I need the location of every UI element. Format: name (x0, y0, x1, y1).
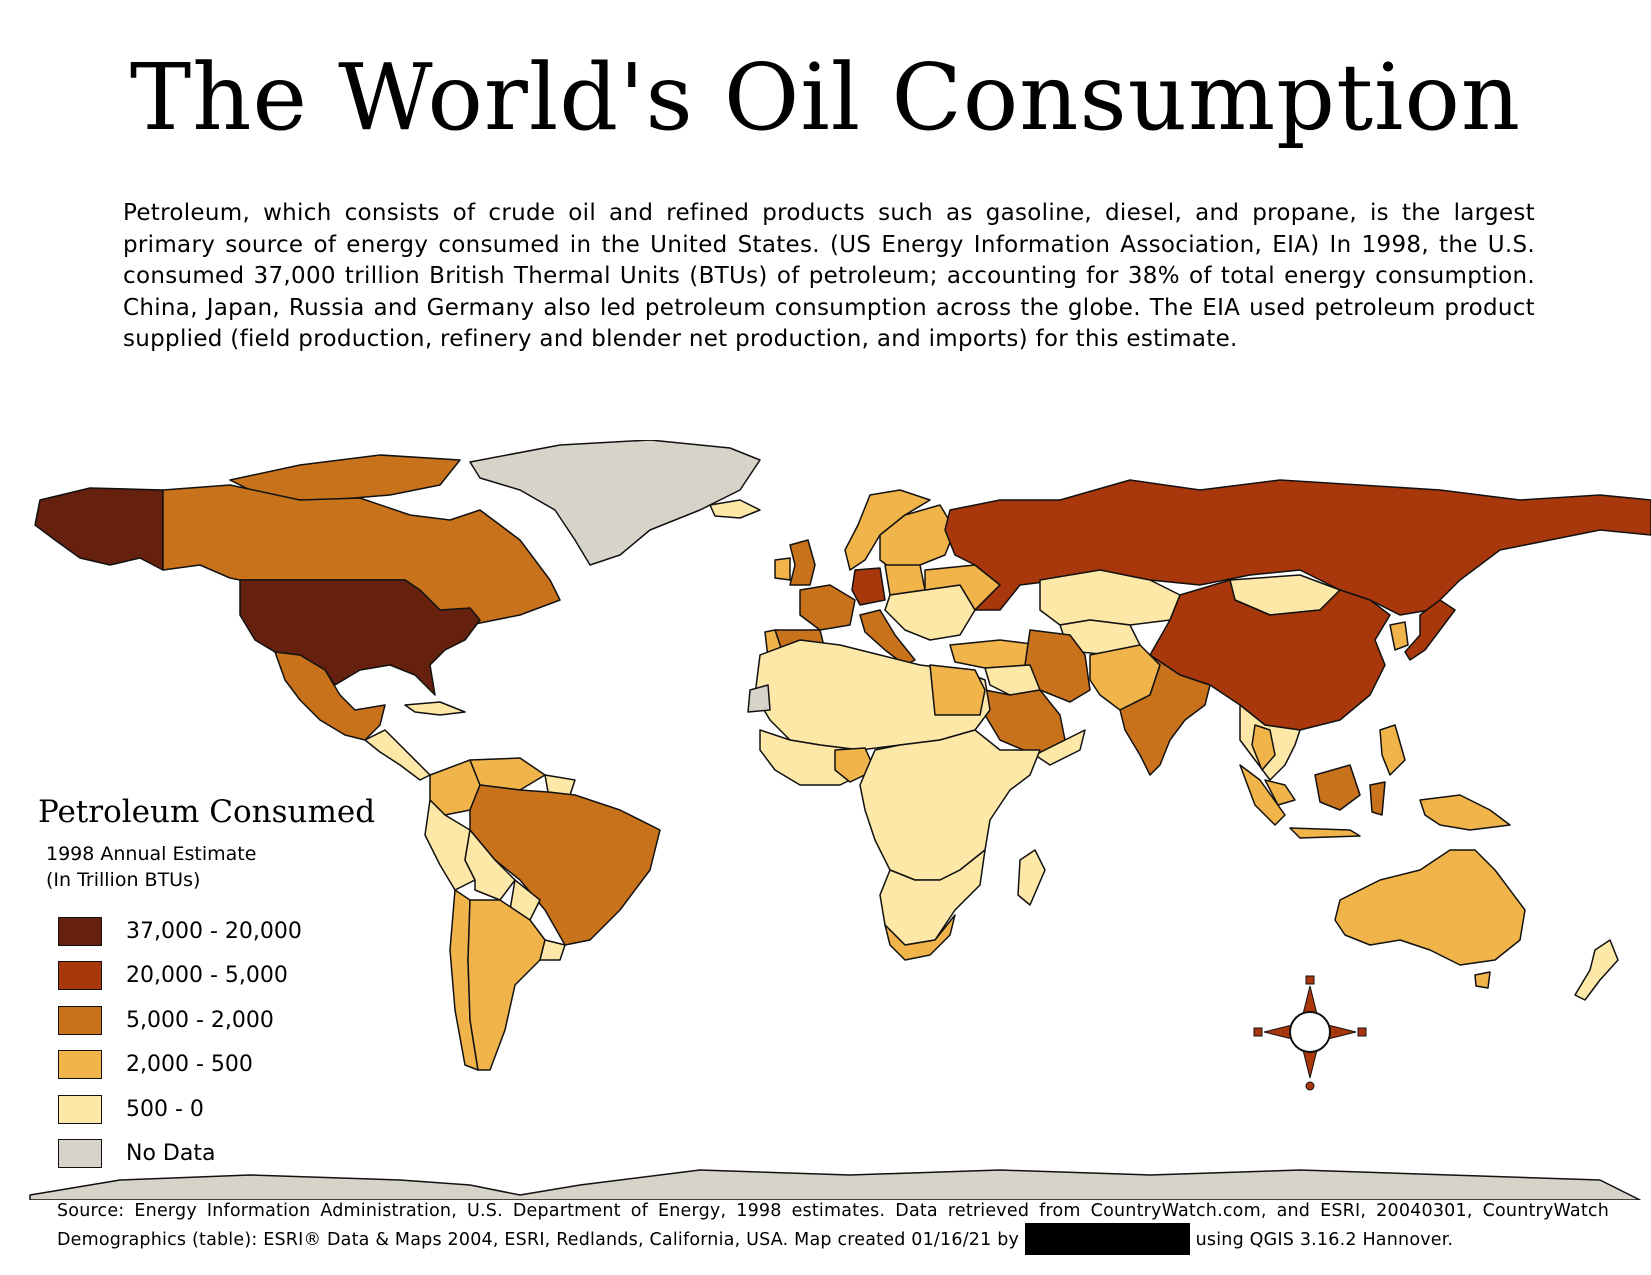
malaysia (1264, 779, 1296, 806)
india (1119, 654, 1211, 776)
sumatra (1239, 764, 1286, 826)
legend-item: 2,000 - 500 (58, 1043, 398, 1088)
legend-swatch (58, 1005, 102, 1035)
source-text: Source: Energy Information Administratio… (57, 1201, 1609, 1250)
legend-swatch (58, 1139, 102, 1169)
legend-label: No Data (126, 1141, 216, 1167)
redacted-author (1024, 1222, 1190, 1255)
source-credit: Source: Energy Information Administratio… (57, 1201, 1609, 1255)
yemen-oman (1034, 729, 1086, 766)
legend-item: No Data (58, 1132, 398, 1177)
egypt (929, 664, 986, 716)
legend-swatch (58, 1094, 102, 1124)
norway (844, 489, 931, 571)
tasmania (1474, 971, 1491, 989)
new-guinea (1419, 794, 1511, 831)
thailand (1251, 724, 1276, 771)
australia (1334, 849, 1526, 966)
legend-swatch (58, 916, 102, 946)
kazakhstan (1039, 569, 1181, 626)
madagascar (1017, 849, 1046, 906)
legend-label: 500 - 0 (126, 1096, 204, 1122)
legend-items: 37,000 - 20,000 20,000 - 5,000 5,000 - 2… (58, 909, 398, 1176)
canada (162, 484, 561, 626)
legend-item: 5,000 - 2,000 (58, 998, 398, 1043)
legend-subtitle-line1: 1998 Annual Estimate (46, 843, 257, 866)
legend-swatch (58, 1050, 102, 1080)
bolivia (464, 829, 516, 901)
iceland (709, 499, 761, 519)
compass-rose-icon (1253, 975, 1367, 1091)
greenland (469, 440, 761, 566)
legend-label: 5,000 - 2,000 (126, 1007, 274, 1033)
world-map (29, 440, 1651, 1200)
eastern-europe (884, 584, 976, 641)
borneo (1314, 764, 1361, 811)
legend-label: 37,000 - 20,000 (126, 918, 302, 944)
legend-item: 500 - 0 (58, 1087, 398, 1132)
central-east-africa (859, 729, 1041, 881)
intro-paragraph: Petroleum, which consists of crude oil a… (123, 200, 1535, 352)
map-title: The World's Oil Consumption (129, 44, 1522, 151)
new-zealand (1574, 939, 1619, 1001)
legend-swatch (58, 961, 102, 991)
cuba (404, 701, 466, 716)
java (1289, 827, 1361, 839)
legend-item: 20,000 - 5,000 (58, 954, 398, 999)
south-africa (884, 914, 956, 961)
mexico (274, 651, 386, 741)
western-sahara (747, 684, 771, 713)
philippines (1379, 724, 1406, 776)
central-america (364, 729, 431, 781)
iraq-syria (984, 664, 1041, 696)
source-text-end: using QGIS 3.16.2 Hannover. (1195, 1229, 1454, 1250)
legend-label: 2,000 - 500 (126, 1052, 253, 1078)
legend-label: 20,000 - 5,000 (126, 963, 288, 989)
france (799, 584, 856, 631)
legend-subtitle-line2: (In Trillion BTUs) (46, 869, 201, 892)
argentina (467, 899, 546, 1071)
sulawesi (1369, 781, 1386, 816)
germany (851, 567, 886, 606)
ireland (774, 557, 791, 581)
korea (1389, 621, 1409, 651)
venezuela (469, 757, 546, 791)
uk (789, 539, 816, 586)
legend-item: 37,000 - 20,000 (58, 909, 398, 954)
legend-subtitle: 1998 Annual Estimate (In Trillion BTUs) (46, 841, 398, 893)
japan (1404, 599, 1456, 661)
uruguay (539, 939, 566, 961)
legend: Petroleum Consumed 1998 Annual Estimate … (38, 795, 398, 1176)
alaska (34, 487, 164, 571)
legend-title: Petroleum Consumed (38, 794, 376, 830)
southern-africa (879, 849, 986, 946)
antarctica (29, 1169, 1641, 1200)
